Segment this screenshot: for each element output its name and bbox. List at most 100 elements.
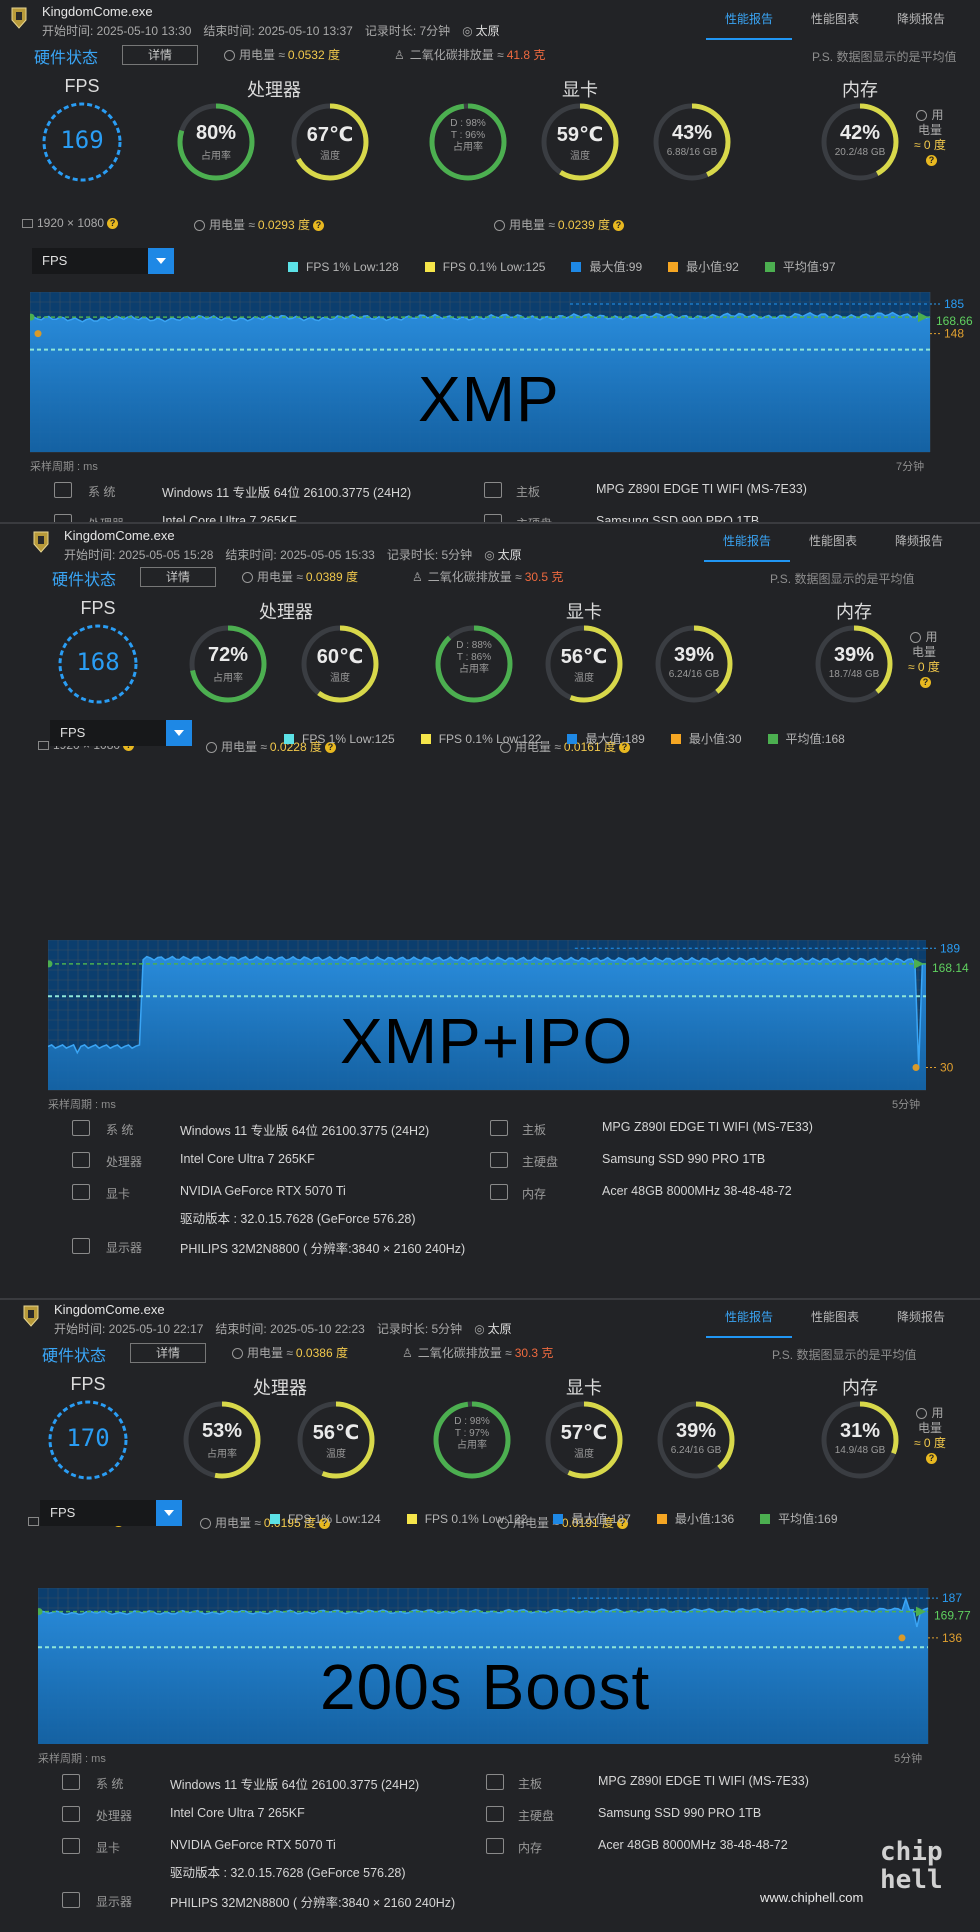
end-time: 结束时间: 2025-05-05 15:33 [225, 548, 375, 562]
detail-button[interactable]: 详情 [130, 1343, 206, 1363]
memory-title: 内存 [836, 602, 872, 622]
legend-label: FPS 1% Low:125 [302, 731, 395, 746]
gpu-t-value: T : 97% [454, 1428, 490, 1439]
memory-help: ? [914, 1451, 946, 1466]
tab-report[interactable]: 性能报告 [704, 522, 790, 562]
start-time: 开始时间: 2025-05-10 13:30 [42, 24, 192, 38]
cpu-usage-label: 占用率 [207, 1449, 237, 1460]
axis-right-label: 5分钟 [894, 1753, 923, 1765]
gpu-temp-gauge: 56℃ 温度 [542, 622, 626, 706]
chevron-down-icon[interactable] [156, 1500, 182, 1526]
location-pin-icon: ◎ [462, 24, 473, 38]
legend-swatch [406, 1513, 417, 1524]
cpu-help-icon[interactable]: ? [318, 1518, 330, 1530]
metric-dropdown[interactable]: FPS [32, 248, 174, 274]
ram-icon [490, 1184, 508, 1200]
detail-button[interactable]: 详情 [122, 45, 198, 65]
gpu-icon [72, 1184, 90, 1200]
tab-report[interactable]: 性能报告 [706, 1298, 792, 1338]
gpu-dt: D : 98% T : 96% 占用率 [426, 118, 510, 154]
tab-throttle[interactable]: 降频报告 [896, 12, 945, 26]
metric-dropdown-value: FPS [60, 725, 86, 740]
cpu-power-label: 用电量 ≈ [221, 740, 267, 754]
cpu-icon [62, 1806, 80, 1822]
panel-divider [0, 522, 980, 524]
min-label: 30 [940, 1061, 954, 1075]
tab-charts[interactable]: 性能图表 [810, 1310, 859, 1324]
fps-gauge: 170 [46, 1398, 130, 1482]
chevron-down-icon[interactable] [148, 248, 174, 274]
memory-help-icon[interactable]: ? [925, 155, 937, 167]
gpu-d-value: D : 98% [454, 1416, 490, 1427]
cpu-temp-value: 56℃ [312, 1422, 360, 1444]
memory-help-icon[interactable]: ? [925, 1453, 937, 1465]
memory-sub: 14.9/48 GB [834, 1445, 886, 1456]
legend-item: 最大值:187 [553, 1510, 631, 1527]
fps-gauge: 169 [40, 100, 124, 184]
max-label: 189 [940, 941, 960, 955]
cpu-usage-gauge: 53% 占用率 [180, 1398, 264, 1482]
watermark-brand: chip hell [880, 1837, 943, 1895]
vram-sub: 6.24/16 GB [668, 669, 720, 680]
ps-note: P.S. 数据图显示的是平均值 [770, 572, 915, 586]
info-value-os: Windows 11 专业版 64位 26100.3775 (24H2) [180, 1124, 430, 1138]
avg-arrow-icon [914, 958, 924, 969]
legend-label: FPS 0.1% Low:125 [442, 259, 546, 274]
cpu-usage-label: 占用率 [213, 673, 243, 684]
legend-item: 平均值:97 [764, 258, 836, 275]
power-icon [232, 1348, 243, 1360]
memory-power-text1: 用 [931, 108, 944, 122]
info-value-ram: Acer 48GB 8000MHz 38-48-48-72 [598, 1838, 788, 1852]
tab-throttle[interactable]: 降频报告 [896, 1310, 945, 1324]
cpu-power-icon [194, 220, 205, 232]
fps-value: 170 [66, 1424, 110, 1452]
gpu-title: 显卡 [566, 602, 602, 622]
report-tabs: 性能报告 性能图表 降频报告 [706, 1298, 964, 1338]
legend-swatch [270, 1513, 280, 1524]
tab-throttle[interactable]: 降频报告 [894, 534, 943, 548]
memory-power-icon [916, 110, 928, 122]
co2-label: 二氧化碳排放量 ≈ [427, 570, 522, 584]
min-dot [34, 330, 42, 338]
avg-label: 168.66 [936, 314, 973, 328]
gpu-help-icon[interactable]: ? [612, 220, 624, 232]
gpu-power-label: 用电量 ≈ [509, 218, 555, 232]
gpu-help-icon[interactable]: ? [616, 1518, 628, 1530]
tab-charts[interactable]: 性能图表 [810, 12, 859, 26]
info-label-monitor: 显示器 [106, 1241, 143, 1255]
metric-dropdown[interactable]: FPS [50, 720, 192, 746]
gpu-help-icon[interactable]: ? [618, 742, 630, 754]
memory-sub: 18.7/48 GB [828, 669, 880, 680]
record-meta: 开始时间: 2025-05-10 22:17 结束时间: 2025-05-10 2… [54, 1320, 536, 1337]
avg-arrow-icon [918, 312, 928, 323]
tab-report[interactable]: 性能报告 [706, 0, 792, 40]
tab-charts[interactable]: 性能图表 [808, 534, 857, 548]
min-label: 136 [942, 1631, 962, 1645]
fps-gauge: 168 [56, 622, 140, 706]
legend-item: 最小值:136 [656, 1510, 734, 1527]
metric-dropdown[interactable]: FPS [40, 1500, 182, 1526]
cpu-help-icon[interactable]: ? [324, 742, 336, 754]
cpu-power-label: 用电量 ≈ [215, 1516, 261, 1530]
ps-note: P.S. 数据图显示的是平均值 [812, 50, 957, 64]
cpu-usage-value: 80% [195, 122, 237, 144]
cpu-help-icon[interactable]: ? [312, 220, 324, 232]
hardware-status-title: 硬件状态 [34, 50, 99, 67]
info-value-ram: Acer 48GB 8000MHz 38-48-48-72 [602, 1184, 792, 1198]
memory-power-icon [916, 1408, 928, 1420]
memory-help-icon[interactable]: ? [919, 677, 931, 689]
help-icon[interactable]: ? [107, 218, 119, 230]
info-value-monitor: PHILIPS 32M2N8800 ( 分辨率:3840 × 2160 240H… [170, 1896, 456, 1910]
legend-swatch [670, 733, 681, 744]
info-label-cpu: 处理器 [88, 515, 124, 522]
cpu-usage-gauge: 72% 占用率 [186, 622, 270, 706]
memory-title: 内存 [842, 80, 878, 100]
chevron-down-icon[interactable] [166, 720, 192, 746]
avg-dot [48, 960, 53, 968]
detail-button[interactable]: 详情 [140, 567, 216, 587]
legend-label: 平均值:97 [782, 260, 836, 274]
duration: 记录时长: 5分钟 [376, 1322, 463, 1336]
max-label: 187 [942, 1591, 962, 1605]
gpu-power-icon [500, 742, 511, 754]
motherboard-icon [486, 1774, 504, 1790]
